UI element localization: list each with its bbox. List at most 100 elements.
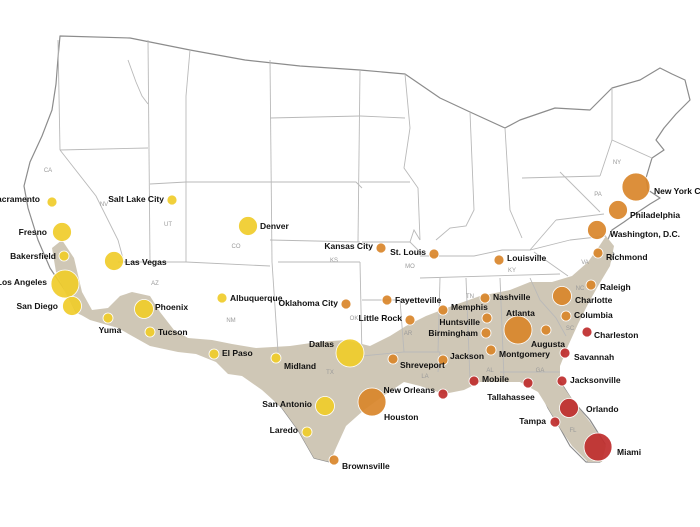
city-label-denver: Denver bbox=[260, 221, 290, 231]
city-marker-el-paso bbox=[208, 348, 220, 360]
city-marker-tallahassee bbox=[522, 377, 534, 389]
city-marker-montgomery bbox=[485, 344, 497, 356]
city-label-brownsville: Brownsville bbox=[342, 461, 390, 471]
city-label-raleigh: Raleigh bbox=[600, 282, 631, 292]
city-marker-midland bbox=[270, 352, 282, 364]
city-marker-mobile bbox=[468, 375, 480, 387]
city-marker-charleston bbox=[581, 326, 593, 338]
state-abbr-nv: NV bbox=[100, 202, 108, 208]
city-label-tampa: Tampa bbox=[519, 416, 546, 426]
state-abbr-ut: UT bbox=[164, 222, 172, 228]
city-marker-philadelphia bbox=[608, 200, 628, 220]
city-marker-san-antonio bbox=[315, 396, 335, 416]
city-marker-los-angeles bbox=[50, 269, 80, 299]
city-label-philadelphia: Philadelphia bbox=[630, 210, 680, 220]
state-abbreviations: CA NV UT AZ CO NM TX OK KS MO AR LA TN KY AL GA FL SC NC VA… bbox=[44, 160, 621, 434]
state-abbr-tn: TN bbox=[466, 294, 474, 300]
state-abbr-fl: FL bbox=[569, 428, 577, 434]
city-label-salt-lake-city: Salt Lake City bbox=[108, 194, 164, 204]
city-label-atlanta: Atlanta bbox=[506, 308, 535, 318]
city-label-louisville: Louisville bbox=[507, 253, 546, 263]
city-marker-savannah bbox=[559, 347, 571, 359]
city-label-phoenix: Phoenix bbox=[155, 302, 188, 312]
city-label-tallahassee: Tallahassee bbox=[487, 392, 535, 402]
city-label-little-rock: Little Rock bbox=[359, 313, 403, 323]
city-marker-huntsville bbox=[481, 312, 493, 324]
state-abbr-la: LA bbox=[421, 374, 428, 380]
city-markers bbox=[46, 172, 651, 466]
city-label-montgomery: Montgomery bbox=[499, 349, 550, 359]
city-label-jackson: Jackson bbox=[450, 351, 484, 361]
city-marker-richmond bbox=[592, 247, 604, 259]
city-label-st-louis: St. Louis bbox=[390, 247, 426, 257]
city-label-tucson: Tucson bbox=[158, 327, 188, 337]
city-label-charleston: Charleston bbox=[594, 330, 638, 340]
city-label-memphis: Memphis bbox=[451, 302, 488, 312]
state-abbr-ks: KS bbox=[330, 258, 338, 264]
city-label-miami: Miami bbox=[617, 447, 641, 457]
city-label-houston: Houston bbox=[384, 412, 418, 422]
state-abbr-sc: SC bbox=[566, 326, 575, 332]
city-marker-atlanta bbox=[503, 315, 533, 345]
city-label-huntsville: Huntsville bbox=[439, 317, 480, 327]
state-abbr-nm: NM bbox=[226, 318, 235, 324]
city-marker-brownsville bbox=[328, 454, 340, 466]
city-marker-fayetteville bbox=[381, 294, 393, 306]
city-marker-louisville bbox=[493, 254, 505, 266]
city-marker-tucson bbox=[144, 326, 156, 338]
city-marker-bakersfield bbox=[58, 250, 70, 262]
city-label-richmond: Richmond bbox=[606, 252, 648, 262]
city-marker-washington-d-c bbox=[587, 220, 607, 240]
city-marker-san-diego bbox=[62, 296, 82, 316]
state-abbr-az: AZ bbox=[151, 281, 159, 287]
city-label-laredo: Laredo bbox=[270, 425, 298, 435]
state-abbr-ca: CA bbox=[44, 168, 52, 174]
city-marker-las-vegas bbox=[104, 251, 124, 271]
city-label-new-orleans: New Orleans bbox=[384, 385, 436, 395]
city-marker-jacksonville bbox=[556, 375, 568, 387]
city-marker-raleigh bbox=[585, 279, 597, 291]
city-label-mobile: Mobile bbox=[482, 374, 509, 384]
city-label-san-antonio: San Antonio bbox=[262, 399, 312, 409]
city-marker-orlando bbox=[559, 398, 579, 418]
city-label-midland: Midland bbox=[284, 361, 316, 371]
state-abbr-ny: NY bbox=[613, 160, 621, 166]
city-label-sacramento: Sacramento bbox=[0, 194, 40, 204]
city-marker-nashville bbox=[479, 292, 491, 304]
city-marker-new-york-city bbox=[621, 172, 651, 202]
city-label-jacksonville: Jacksonville bbox=[570, 375, 621, 385]
city-marker-new-orleans bbox=[437, 388, 449, 400]
city-marker-st-louis bbox=[428, 248, 440, 260]
city-label-fresno: Fresno bbox=[19, 227, 47, 237]
state-borders bbox=[57, 39, 653, 381]
city-label-columbia: Columbia bbox=[574, 310, 613, 320]
state-abbr-al: AL bbox=[486, 368, 494, 374]
city-label-bakersfield: Bakersfield bbox=[10, 251, 56, 261]
city-marker-yuma bbox=[102, 312, 114, 324]
state-abbr-nc: NC bbox=[576, 286, 585, 292]
city-label-san-diego: San Diego bbox=[16, 301, 58, 311]
city-marker-tampa bbox=[549, 416, 561, 428]
state-abbr-va: VA bbox=[581, 260, 589, 266]
city-marker-laredo bbox=[301, 426, 313, 438]
shaded-region bbox=[52, 236, 614, 462]
city-label-birmingham: Birmingham bbox=[428, 328, 478, 338]
city-marker-salt-lake-city bbox=[166, 194, 178, 206]
city-marker-birmingham bbox=[480, 327, 492, 339]
city-label-el-paso: El Paso bbox=[222, 348, 253, 358]
state-abbr-pa: PA bbox=[594, 192, 602, 198]
city-marker-oklahoma-city bbox=[340, 298, 352, 310]
city-label-yuma: Yuma bbox=[99, 325, 122, 335]
city-label-new-york-city: New York City bbox=[654, 186, 700, 196]
city-label-orlando: Orlando bbox=[586, 404, 619, 414]
city-marker-columbia bbox=[560, 310, 572, 322]
city-labels: Sacramento Fresno Bakersfield Los Angeles Sa… bbox=[0, 186, 700, 471]
city-label-kansas-city: Kansas City bbox=[324, 241, 373, 251]
city-marker-houston bbox=[357, 387, 387, 417]
city-marker-shreveport bbox=[387, 353, 399, 365]
city-label-charlotte: Charlotte bbox=[575, 295, 613, 305]
city-label-fayetteville: Fayetteville bbox=[395, 295, 442, 305]
city-marker-phoenix bbox=[134, 299, 154, 319]
city-label-nashville: Nashville bbox=[493, 292, 531, 302]
